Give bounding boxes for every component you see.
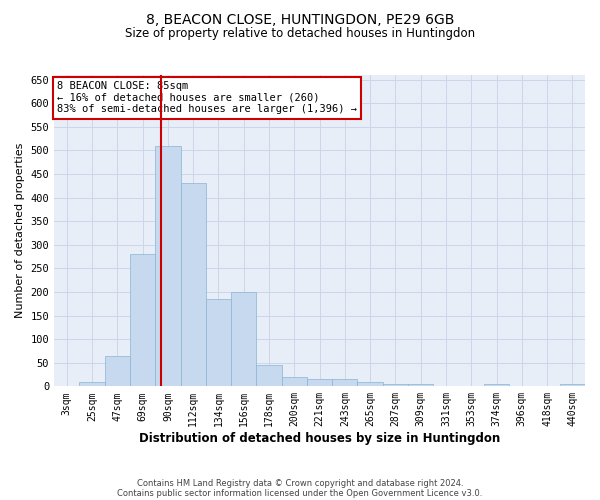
Bar <box>560 384 585 386</box>
Bar <box>181 184 206 386</box>
Bar <box>79 382 105 386</box>
Text: 8 BEACON CLOSE: 85sqm
← 16% of detached houses are smaller (260)
83% of semi-det: 8 BEACON CLOSE: 85sqm ← 16% of detached … <box>57 81 357 114</box>
Text: 8, BEACON CLOSE, HUNTINGDON, PE29 6GB: 8, BEACON CLOSE, HUNTINGDON, PE29 6GB <box>146 12 454 26</box>
Bar <box>484 384 509 386</box>
Bar <box>307 380 332 386</box>
Bar <box>105 356 130 386</box>
Bar <box>206 299 231 386</box>
Bar <box>408 384 433 386</box>
X-axis label: Distribution of detached houses by size in Huntingdon: Distribution of detached houses by size … <box>139 432 500 445</box>
Text: Size of property relative to detached houses in Huntingdon: Size of property relative to detached ho… <box>125 28 475 40</box>
Bar <box>332 380 358 386</box>
Bar <box>383 384 408 386</box>
Text: Contains HM Land Registry data © Crown copyright and database right 2024.: Contains HM Land Registry data © Crown c… <box>137 478 463 488</box>
Text: Contains public sector information licensed under the Open Government Licence v3: Contains public sector information licen… <box>118 488 482 498</box>
Bar <box>358 382 383 386</box>
Bar <box>155 146 181 386</box>
Y-axis label: Number of detached properties: Number of detached properties <box>15 143 25 318</box>
Bar <box>130 254 155 386</box>
Bar <box>256 365 281 386</box>
Bar <box>281 377 307 386</box>
Bar <box>231 292 256 386</box>
